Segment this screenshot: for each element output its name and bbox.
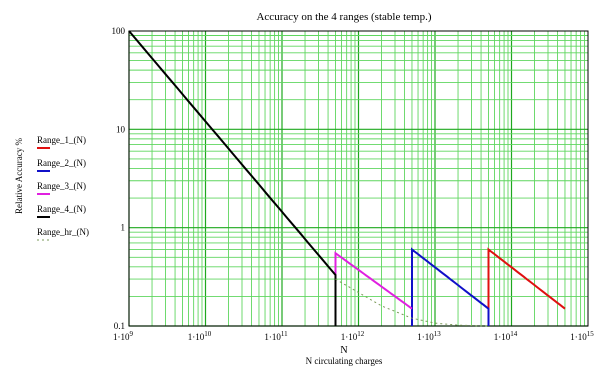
x-tick-label: 1·1012 [341,330,365,342]
y-tick-labels: 100 10 1 0.1 [112,26,126,331]
legend-label: Range_3_(N) [37,181,86,191]
x-tick-label: 1·1011 [264,330,288,342]
legend-label: Range_1_(N) [37,135,86,145]
series-line-2 [411,247,490,326]
chart-title: Accuracy on the 4 ranges (stable temp.) [256,11,431,23]
y-tick-label: 10 [116,124,126,134]
x-tick-label: 1·1014 [494,330,518,342]
x-tick-label: 1·1013 [417,330,441,342]
grid [128,31,588,327]
x-axis-secondary-label: N circulating charges [306,356,383,366]
y-tick-label: 0.1 [114,321,125,331]
series-line-4 [128,30,337,326]
x-axis-label: N [340,345,347,356]
x-tick-label: 1·109 [113,330,134,342]
legend-label: Range_hr_(N) [37,227,89,237]
legend-label: Range_2_(N) [37,158,86,168]
legend: Range_1_(N) Range_2_(N) Range_3_(N) Range_4… [37,135,89,241]
x-tick-labels: 1·109 1·1010 1·1011 1·1012 1·1013 1·1014 1·101… [113,330,594,342]
y-tick-label: 1 [121,223,126,233]
x-tick-label: 1·1010 [188,330,212,342]
x-tick-label: 1·1015 [570,330,594,342]
plot-frame [128,30,589,327]
series-layer [128,30,566,327]
series-line-1 [487,247,566,326]
y-axis-label: Relative Accuracy % [14,138,24,214]
series-line-3 [334,251,413,326]
legend-label: Range_4_(N) [37,204,86,214]
y-tick-label: 100 [112,26,126,36]
